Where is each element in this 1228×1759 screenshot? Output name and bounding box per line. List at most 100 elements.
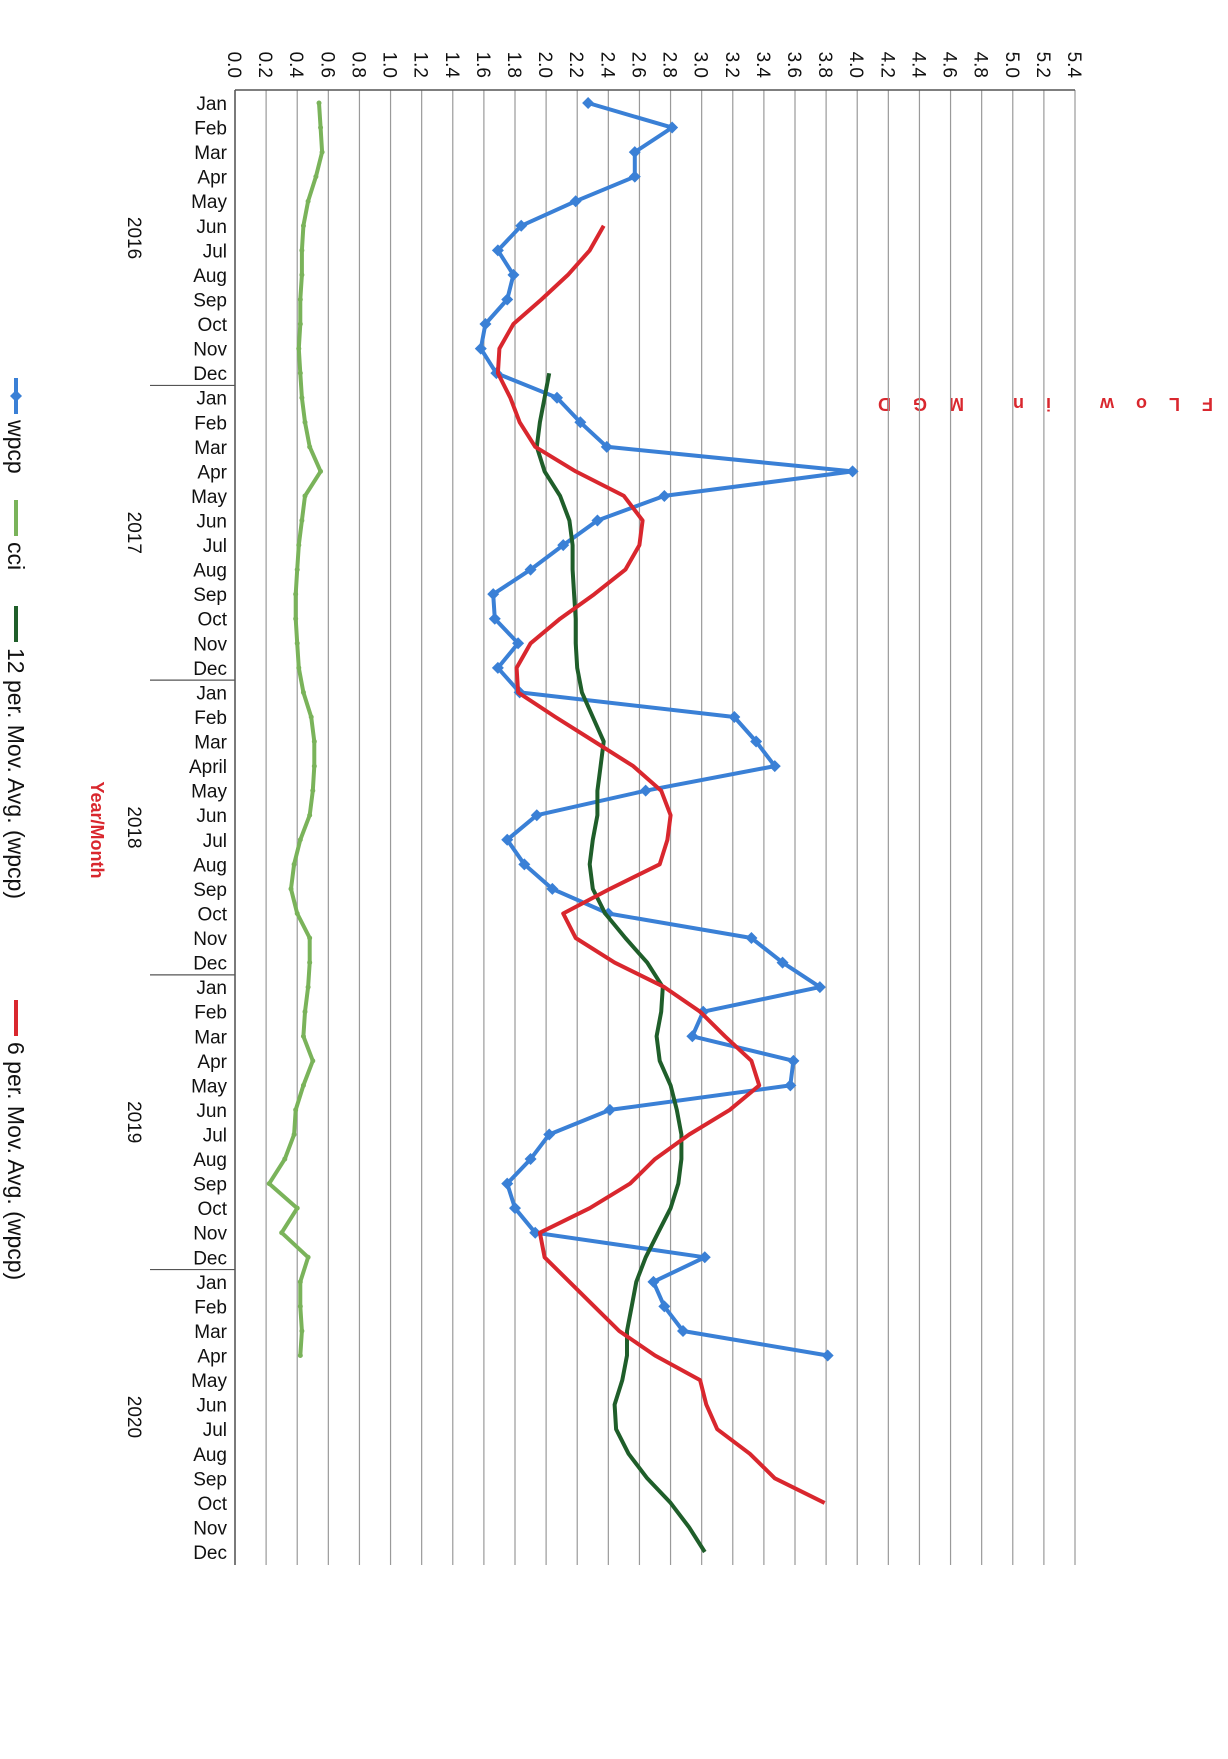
x-tick-label: May — [191, 1371, 227, 1392]
data-point — [297, 370, 303, 376]
data-point — [591, 514, 604, 527]
x-tick-label: Mar — [194, 143, 227, 164]
x-tick-label: Sep — [193, 880, 227, 901]
data-point — [582, 97, 595, 109]
data-point — [628, 170, 641, 183]
series-line — [534, 372, 707, 1554]
data-point — [530, 809, 543, 822]
data-point — [628, 146, 641, 159]
y-tick-label: 5.4 — [1063, 52, 1084, 79]
x-tick-label: Nov — [193, 1224, 227, 1245]
x-tick-label: Oct — [197, 1494, 227, 1515]
x-tick-label: April — [189, 757, 227, 778]
x-tick-label: Jul — [203, 1125, 227, 1146]
x-tick-label: Nov — [193, 634, 227, 655]
y-tick-label: 1.2 — [410, 52, 431, 78]
x-tick-label: Jan — [196, 683, 227, 704]
data-point — [299, 395, 305, 401]
data-point — [479, 318, 492, 331]
data-point — [524, 1153, 537, 1166]
x-tick-label: Jun — [196, 217, 227, 238]
x-tick-label: Sep — [193, 290, 227, 311]
data-point — [474, 342, 487, 355]
x-tick-label: May — [191, 192, 227, 213]
y-tick-label: 3.2 — [721, 52, 742, 78]
x-tick-label: Aug — [193, 1150, 227, 1171]
year-label: 2020 — [123, 1396, 144, 1438]
legend-label: 6 per. Mov. Avg. (wpcp) — [3, 1042, 29, 1280]
data-point — [307, 812, 313, 818]
x-tick-label: Oct — [197, 904, 227, 925]
data-point — [776, 956, 789, 969]
x-tick-label: Dec — [193, 364, 227, 385]
y-tick-label: 5.0 — [1001, 52, 1022, 78]
y-tick-label: 4.6 — [939, 52, 960, 78]
data-point — [311, 739, 317, 745]
data-point — [296, 665, 302, 671]
data-point — [300, 689, 306, 695]
data-point — [686, 1030, 699, 1043]
data-point — [658, 489, 671, 502]
x-tick-label: Nov — [193, 929, 227, 950]
x-tick-label: Apr — [197, 168, 227, 189]
legend-label: wpcp — [3, 419, 29, 474]
data-point — [313, 174, 319, 180]
data-point — [300, 223, 306, 229]
data-point — [501, 1177, 514, 1190]
data-point — [784, 1079, 797, 1092]
legend-label: 12 per. Mov. Avg. (wpcp) — [3, 648, 29, 899]
x-tick-label: Dec — [193, 659, 227, 680]
data-point — [647, 1275, 660, 1288]
y-tick-label: 3.8 — [814, 52, 835, 78]
data-point — [487, 588, 500, 601]
data-point — [488, 612, 501, 625]
data-point — [305, 984, 311, 990]
rotated-chart: FLow in MGD Year/Month 0.0 0.2 0.4 0.6 0.8 1.… — [3, 52, 1213, 1565]
x-tick-label: Sep — [193, 585, 227, 606]
data-point — [507, 268, 520, 281]
data-point — [551, 391, 563, 404]
data-point — [311, 763, 317, 769]
data-point — [677, 1324, 689, 1337]
y-tick-label: 2.8 — [659, 52, 680, 78]
y-tick-label: 2.2 — [565, 52, 586, 78]
y-axis-title: FLow in MGD — [856, 394, 1213, 414]
data-point — [666, 121, 679, 134]
y-tick-label: 1.6 — [472, 52, 493, 78]
data-point — [288, 886, 294, 892]
x-tick-label: Apr — [197, 462, 227, 483]
series-line — [267, 102, 325, 1356]
data-point — [300, 1033, 306, 1039]
data-point — [557, 539, 570, 552]
data-point — [319, 149, 325, 155]
data-point — [745, 932, 758, 945]
year-label: 2019 — [123, 1101, 144, 1143]
x-tick-label: Apr — [197, 1347, 227, 1368]
year-label: 2016 — [123, 217, 144, 259]
data-point — [294, 567, 300, 573]
legend-label: cci — [3, 542, 29, 570]
x-tick-label: Feb — [194, 1003, 227, 1024]
data-point — [529, 1226, 542, 1239]
data-point — [524, 563, 537, 576]
x-tick-label: May — [191, 782, 227, 803]
data-point — [639, 784, 652, 797]
data-point — [574, 416, 587, 429]
data-point — [299, 247, 305, 253]
data-point — [308, 714, 314, 720]
x-tick-label: Dec — [193, 1543, 227, 1564]
data-point — [813, 981, 826, 994]
y-tick-label: 0.4 — [285, 52, 306, 79]
x-tick-label: Feb — [194, 1297, 227, 1318]
data-point — [305, 198, 311, 204]
data-point — [310, 1058, 316, 1064]
y-tick-label: 2.0 — [534, 52, 555, 78]
data-point — [291, 1131, 297, 1137]
data-point — [296, 346, 302, 352]
data-point — [600, 440, 613, 453]
x-tick-label: Jan — [196, 978, 227, 999]
data-point — [297, 321, 303, 327]
data-point — [569, 195, 582, 208]
data-point — [543, 1128, 556, 1141]
data-point — [768, 760, 781, 773]
